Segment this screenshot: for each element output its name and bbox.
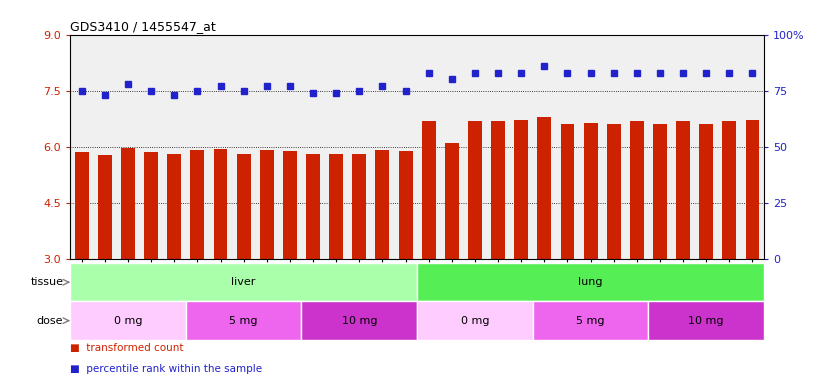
Bar: [515, 120, 528, 259]
Bar: [700, 124, 713, 259]
Bar: [70, 301, 186, 340]
Bar: [584, 122, 597, 259]
Bar: [491, 121, 505, 259]
Bar: [676, 121, 690, 259]
Bar: [561, 124, 574, 259]
Bar: [70, 263, 417, 301]
Text: dose: dose: [37, 316, 64, 326]
Text: 10 mg: 10 mg: [342, 316, 377, 326]
Text: tissue: tissue: [31, 277, 64, 287]
Bar: [723, 121, 736, 259]
Bar: [607, 124, 620, 259]
Bar: [145, 152, 158, 259]
Bar: [75, 152, 88, 259]
Bar: [630, 121, 643, 259]
Bar: [422, 121, 435, 259]
Bar: [306, 154, 320, 259]
Text: 5 mg: 5 mg: [577, 316, 605, 326]
Text: 5 mg: 5 mg: [230, 316, 258, 326]
Text: GDS3410 / 1455547_at: GDS3410 / 1455547_at: [70, 20, 216, 33]
Bar: [330, 154, 343, 259]
Bar: [417, 263, 764, 301]
Bar: [417, 301, 533, 340]
Text: liver: liver: [231, 277, 256, 287]
Text: ■  percentile rank within the sample: ■ percentile rank within the sample: [70, 364, 263, 374]
Bar: [301, 301, 417, 340]
Text: 0 mg: 0 mg: [461, 316, 489, 326]
Bar: [648, 301, 764, 340]
Bar: [399, 151, 412, 259]
Bar: [121, 147, 135, 259]
Text: 10 mg: 10 mg: [689, 316, 724, 326]
Bar: [191, 149, 204, 259]
Text: 0 mg: 0 mg: [114, 316, 142, 326]
Bar: [98, 155, 112, 259]
Bar: [376, 149, 389, 259]
Text: lung: lung: [578, 277, 603, 287]
Text: ■  transformed count: ■ transformed count: [70, 343, 183, 353]
Bar: [214, 149, 227, 259]
Bar: [468, 121, 482, 259]
Bar: [260, 149, 273, 259]
Bar: [283, 151, 297, 259]
Bar: [353, 154, 366, 259]
Bar: [653, 124, 667, 259]
Bar: [746, 120, 759, 259]
Bar: [186, 301, 301, 340]
Bar: [168, 154, 181, 259]
Bar: [538, 117, 551, 259]
Bar: [533, 301, 648, 340]
Bar: [237, 154, 250, 259]
Bar: [445, 143, 458, 259]
